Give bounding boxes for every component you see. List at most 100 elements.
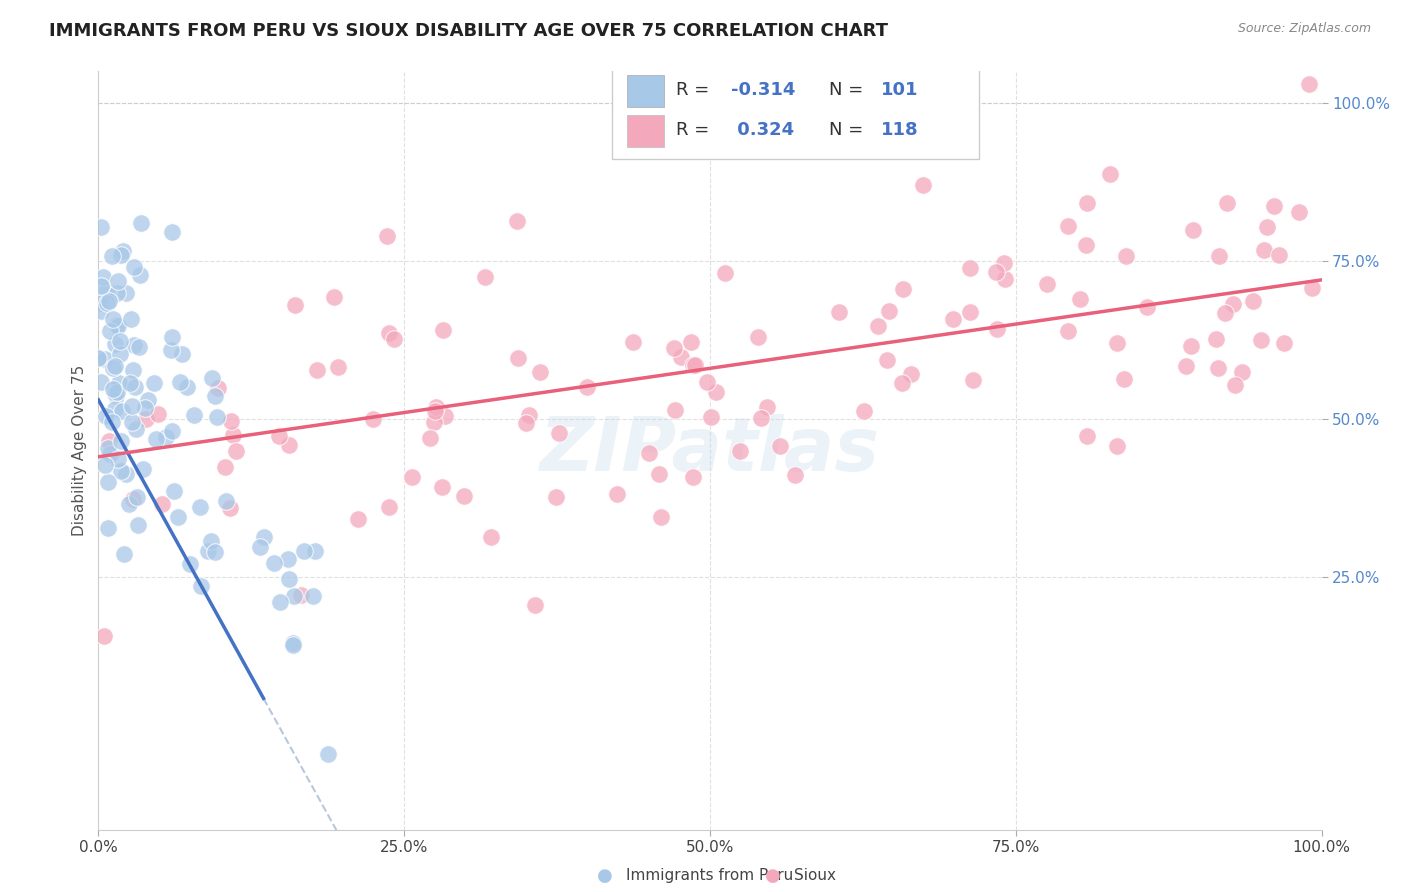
Point	[1076, 429, 1098, 443]
Point	[304, 544, 326, 558]
Point	[93, 629, 115, 643]
Point	[326, 360, 349, 375]
Point	[382, 332, 405, 346]
Text: 0.324: 0.324	[731, 121, 794, 139]
Point	[105, 285, 128, 300]
Point	[118, 497, 141, 511]
Point	[277, 552, 299, 566]
Point	[188, 500, 211, 515]
Bar	[627, 115, 664, 147]
Point	[1232, 365, 1254, 379]
Point	[249, 540, 271, 554]
Point	[104, 382, 127, 396]
Point	[1205, 332, 1227, 346]
Point	[1036, 277, 1059, 292]
Point	[94, 409, 117, 423]
Point	[301, 589, 323, 603]
Point	[959, 261, 981, 276]
Point	[523, 598, 546, 612]
Point	[434, 409, 457, 424]
Point	[1182, 223, 1205, 237]
Point	[160, 330, 183, 344]
Bar	[627, 75, 664, 107]
Point	[176, 380, 198, 394]
Point	[419, 431, 441, 445]
Text: R =: R =	[676, 121, 714, 139]
Point	[506, 351, 529, 365]
Point	[700, 410, 723, 425]
Point	[378, 326, 401, 341]
Point	[1267, 248, 1289, 262]
Point	[547, 425, 569, 440]
Point	[98, 324, 121, 338]
Point	[755, 400, 778, 414]
Point	[128, 268, 150, 282]
Point	[98, 434, 121, 448]
Point	[105, 389, 128, 403]
Point	[751, 411, 773, 425]
Point	[911, 178, 934, 193]
Point	[517, 408, 540, 422]
Point	[1098, 167, 1121, 181]
Point	[108, 376, 131, 391]
Point	[179, 558, 201, 572]
Point	[1241, 294, 1264, 309]
Point	[172, 347, 194, 361]
Point	[423, 415, 446, 429]
Point	[91, 269, 114, 284]
Point	[1274, 335, 1296, 350]
Point	[110, 248, 132, 262]
Point	[166, 510, 188, 524]
Point	[200, 533, 222, 548]
Point	[111, 404, 134, 418]
Point	[160, 425, 183, 439]
Point	[122, 363, 145, 377]
Point	[115, 286, 138, 301]
Point	[252, 530, 274, 544]
Point	[100, 415, 122, 429]
Point	[104, 336, 127, 351]
Point	[1208, 249, 1230, 263]
Point	[283, 636, 305, 650]
Point	[94, 458, 117, 473]
Point	[107, 274, 129, 288]
Point	[401, 470, 423, 484]
Text: Sioux: Sioux	[794, 869, 837, 883]
Text: ●: ●	[765, 867, 782, 885]
Point	[664, 341, 686, 355]
Point	[283, 638, 305, 652]
Point	[671, 351, 693, 365]
Point	[108, 347, 131, 361]
Point	[190, 579, 212, 593]
Point	[474, 270, 496, 285]
Point	[637, 446, 659, 460]
Point	[283, 589, 305, 603]
Point	[150, 497, 173, 511]
Point	[284, 297, 307, 311]
Point	[682, 470, 704, 484]
Point	[1057, 219, 1080, 233]
Point	[132, 462, 155, 476]
Point	[942, 312, 965, 326]
Text: ●: ●	[596, 867, 613, 885]
Point	[322, 290, 344, 304]
Point	[105, 384, 128, 399]
Point	[785, 467, 807, 482]
Point	[197, 544, 219, 558]
Point	[714, 266, 737, 280]
Point	[215, 494, 238, 508]
Point	[621, 335, 644, 350]
Text: R =: R =	[676, 81, 714, 99]
Point	[207, 381, 229, 395]
Point	[361, 412, 384, 426]
Point	[378, 500, 401, 514]
Point	[546, 490, 568, 504]
Point	[868, 318, 890, 333]
Point	[93, 351, 115, 366]
Text: ZIPatlas: ZIPatlas	[540, 414, 880, 487]
Point	[576, 380, 599, 394]
Point	[219, 500, 242, 515]
Point	[111, 244, 134, 258]
Point	[423, 404, 446, 418]
Point	[515, 416, 537, 430]
